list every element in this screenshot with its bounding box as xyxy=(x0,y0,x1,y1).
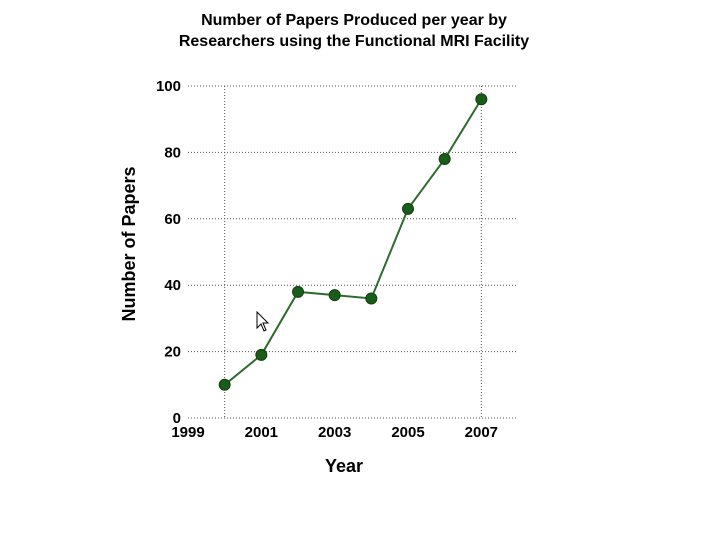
data-point xyxy=(328,289,341,302)
x-tick-label: 2007 xyxy=(465,424,498,441)
y-tick-label: 40 xyxy=(164,277,181,294)
y-tick-label: 80 xyxy=(164,144,181,161)
x-tick-label: 2001 xyxy=(245,424,278,441)
data-markers xyxy=(218,93,488,391)
chart-title-line-1: Number of Papers Produced per year by xyxy=(201,12,507,29)
data-point xyxy=(438,153,451,166)
data-point xyxy=(255,348,268,361)
chart-title-line-2: Researchers using the Functional MRI Fac… xyxy=(178,33,530,50)
series-line xyxy=(224,98,483,386)
x-tick-label: 1999 xyxy=(171,424,204,441)
y-tick-label: 20 xyxy=(164,344,181,361)
data-point xyxy=(365,292,378,305)
chart-title: Number of Papers Produced per year by Re… xyxy=(150,10,558,52)
mouse-pointer-icon xyxy=(256,311,270,332)
y-tick-label: 60 xyxy=(164,211,181,228)
data-point xyxy=(292,285,304,298)
x-axis-label: Year xyxy=(325,456,363,476)
y-tick-label: 0 xyxy=(173,410,181,427)
x-tick-label: 2005 xyxy=(391,424,424,441)
tick-labels: 0 20 40 60 80 100 1999 2001 2003 2005 2007 xyxy=(156,78,498,441)
data-point xyxy=(402,202,414,215)
data-point xyxy=(218,378,231,391)
y-tick-label: 100 xyxy=(156,78,181,95)
y-axis-label: Number of Papers xyxy=(119,166,139,321)
x-tick-label: 2003 xyxy=(318,424,351,441)
grid-lines xyxy=(188,85,518,418)
data-point xyxy=(475,93,488,106)
